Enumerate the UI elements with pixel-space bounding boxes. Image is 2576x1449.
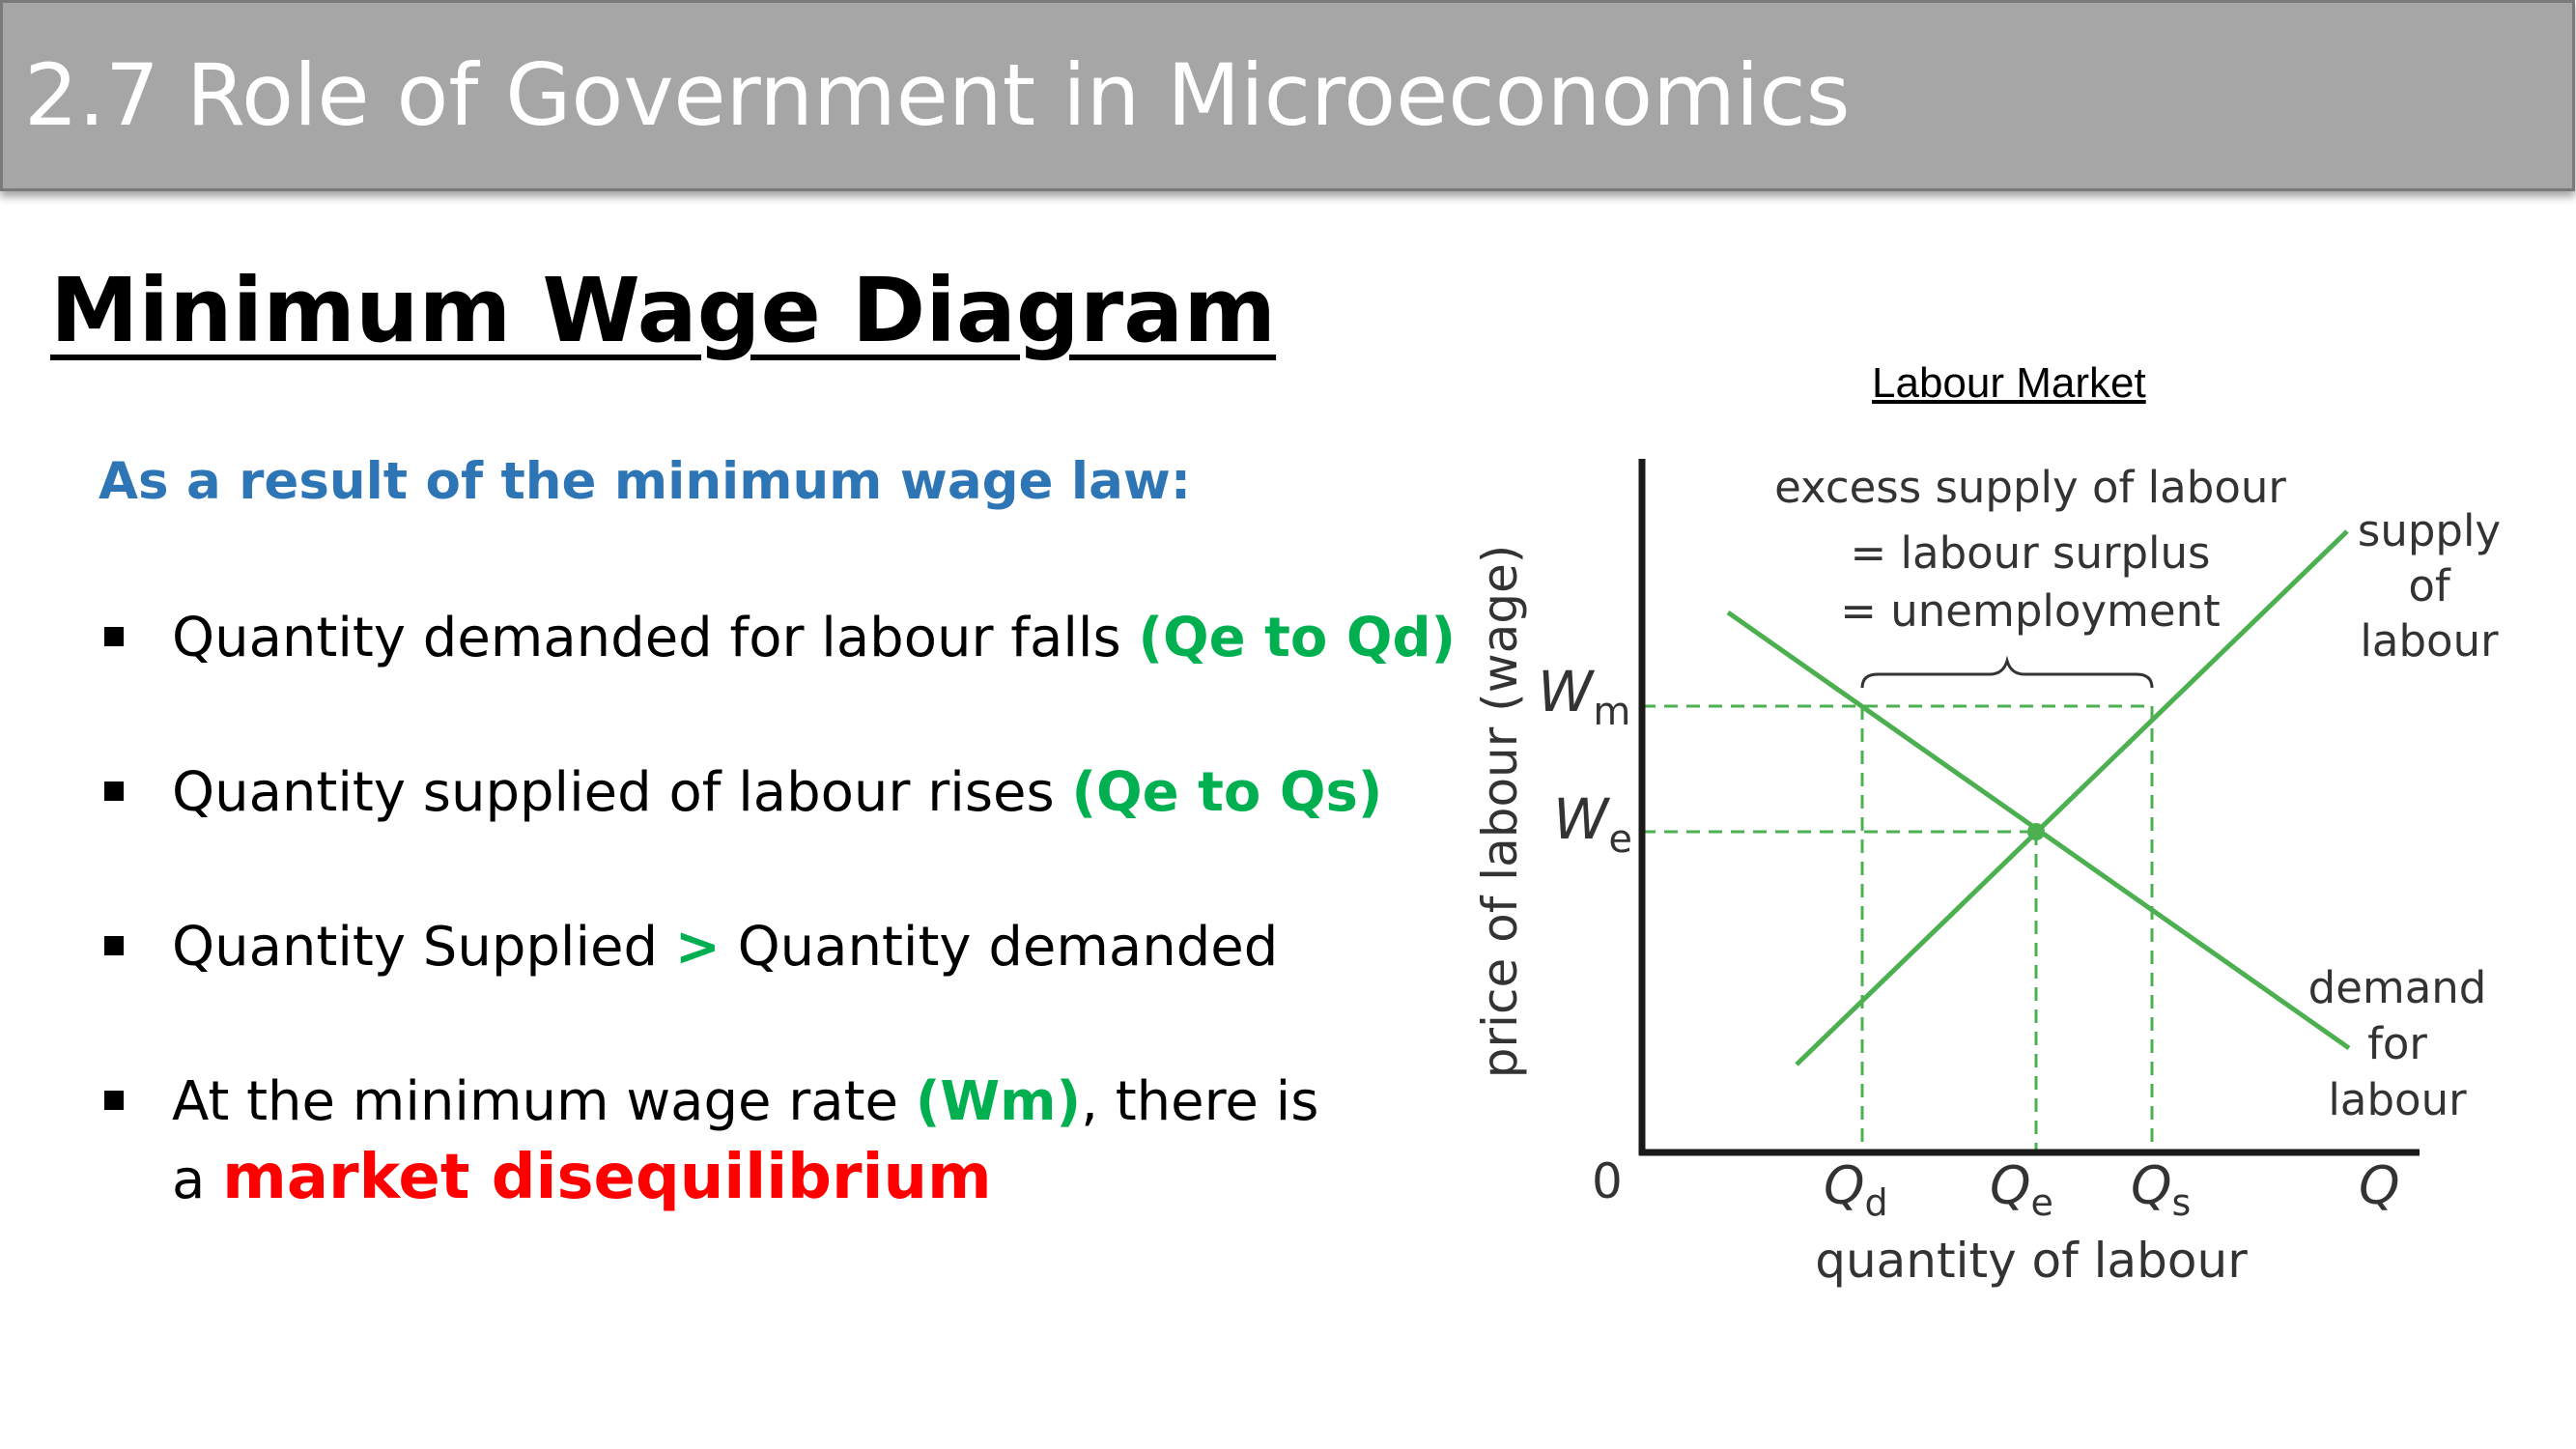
y-axis-label: price of labour (wage)	[1472, 545, 1528, 1078]
surplus-brace	[1860, 655, 2154, 689]
bullet-text: Quantity demanded	[720, 916, 1279, 979]
bullet-square-icon	[104, 1091, 124, 1110]
equilibrium-point	[2027, 823, 2045, 840]
demand-label-line1: demand	[2308, 962, 2487, 1013]
bullet-text: , there is	[1081, 1070, 1319, 1133]
supply-label-line3: labour	[2360, 615, 2499, 667]
guide-lines	[1642, 704, 2154, 1152]
unemployment-label: = unemployment	[1840, 585, 2221, 637]
slide-subtitle: Minimum Wage Diagram	[50, 259, 1277, 362]
market-disequilibrium-text: market disequilibrium	[222, 1142, 992, 1213]
labour-surplus-label: = labour surplus	[1850, 527, 2210, 579]
bullet-highlight: (Qe to Qd)	[1138, 607, 1457, 669]
diagram-title: Labour Market	[1872, 359, 2146, 407]
q-label: Q	[2359, 1155, 2400, 1216]
bullet-highlight: >	[674, 916, 721, 979]
bullet-highlight: (Wm)	[915, 1070, 1082, 1133]
supply-label-line2: of	[2408, 560, 2451, 611]
demand-label-line2: for	[2367, 1018, 2427, 1069]
qs-label: Qs	[2131, 1155, 2191, 1224]
intro-text: As a result of the minimum wage law:	[99, 452, 1192, 511]
supply-curve	[1795, 529, 2349, 1066]
bullet-text: Quantity demanded for labour falls	[172, 607, 1139, 669]
origin-label: 0	[1592, 1153, 1623, 1209]
header-title: 2.7 Role of Government in Microeconomics	[24, 45, 1851, 145]
bullet-square-icon	[104, 781, 124, 801]
bullet-text: At the minimum wage rate	[172, 1070, 916, 1133]
qd-label: Qd	[1824, 1155, 1888, 1224]
x-axis-label: quantity of labour	[1815, 1233, 2248, 1289]
bullet-text: Quantity supplied of labour rises	[172, 761, 1072, 824]
bullet-text: Quantity Supplied	[172, 916, 675, 979]
bullet-square-icon	[104, 627, 124, 646]
demand-label-line3: labour	[2328, 1074, 2467, 1125]
qe-label: Qe	[1990, 1155, 2053, 1224]
slide-header: 2.7 Role of Government in Microeconomics	[0, 0, 2575, 191]
we-label: We	[1553, 786, 1632, 862]
bullet-highlight: (Qe to Qs)	[1071, 761, 1383, 824]
wm-label: Wm	[1538, 659, 1630, 734]
bullet-text: a	[172, 1149, 223, 1211]
bullet-square-icon	[104, 936, 124, 955]
excess-supply-label: excess supply of labour	[1774, 462, 2286, 513]
supply-label-line1: supply	[2358, 505, 2501, 556]
